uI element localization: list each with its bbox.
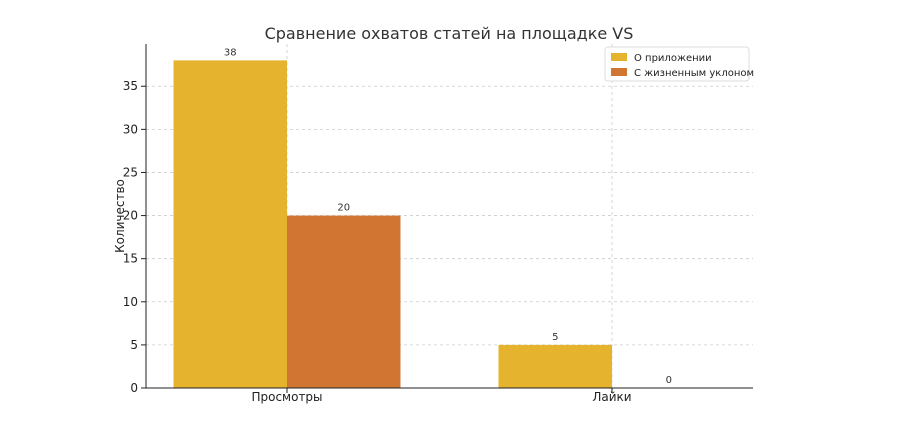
legend-swatch [611,53,627,61]
x-tick-label: Просмотры [251,390,322,404]
bar-value-label: 38 [224,47,237,58]
bars [173,60,612,388]
data-labels: 38 5 20 0 [224,47,672,386]
legend-box [604,46,750,82]
bar [173,60,287,388]
y-tick-label: 20 [123,209,138,223]
bar [287,215,401,388]
axes: 0 5 10 15 20 25 30 35 Просмотры Лайки [123,44,753,404]
legend-swatch [611,68,627,76]
bar-value-label: 20 [337,203,350,214]
chart-title: Сравнение охватов статей на площадке VS [265,24,634,43]
y-tick-label: 15 [123,252,138,266]
y-tick-label: 30 [123,122,138,136]
y-axis-label: Количество [113,179,127,253]
legend: О приложении С жизненным уклоном [604,46,754,82]
grid-lines [146,44,753,388]
y-tick-label: 0 [130,381,138,395]
legend-label: О приложении [634,53,712,64]
y-tick-label: 35 [123,79,138,93]
bar-value-label: 0 [666,375,672,386]
x-tick-label: Лайки [592,390,631,404]
y-tick-label: 25 [123,165,138,179]
bar-value-label: 5 [552,332,558,343]
y-tick-label: 10 [123,295,138,309]
legend-label: С жизненным уклоном [634,68,754,79]
bar [498,344,612,388]
y-tick-label: 5 [130,338,138,352]
